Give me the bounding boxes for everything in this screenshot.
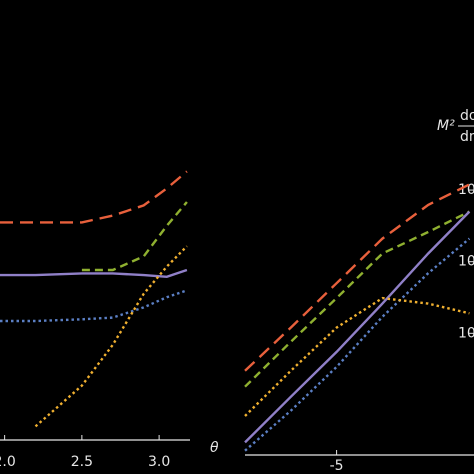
y-tick-label: 10 [458, 182, 474, 198]
x-tick-label: 2.5 [71, 454, 93, 470]
series-line [0, 268, 188, 279]
x-tick-label: -5 [330, 458, 344, 474]
series-line [244, 210, 471, 444]
x-axis-label: θ [210, 440, 219, 456]
y-axis-label: dσ [460, 108, 474, 124]
y-axis-label: M² [437, 118, 455, 134]
series-line [244, 210, 470, 388]
series-line [34, 245, 188, 428]
series-line [0, 289, 188, 323]
series-line [81, 201, 188, 272]
y-tick-label: 10 [458, 254, 474, 270]
y-axis-label: dm [460, 129, 474, 145]
series-line [244, 183, 470, 372]
x-tick-label: 2.0 [0, 454, 16, 470]
y-tick-label: 10 [458, 325, 474, 341]
series-line [244, 296, 470, 417]
series-line [244, 237, 471, 452]
x-tick-label: 3.0 [148, 454, 170, 470]
